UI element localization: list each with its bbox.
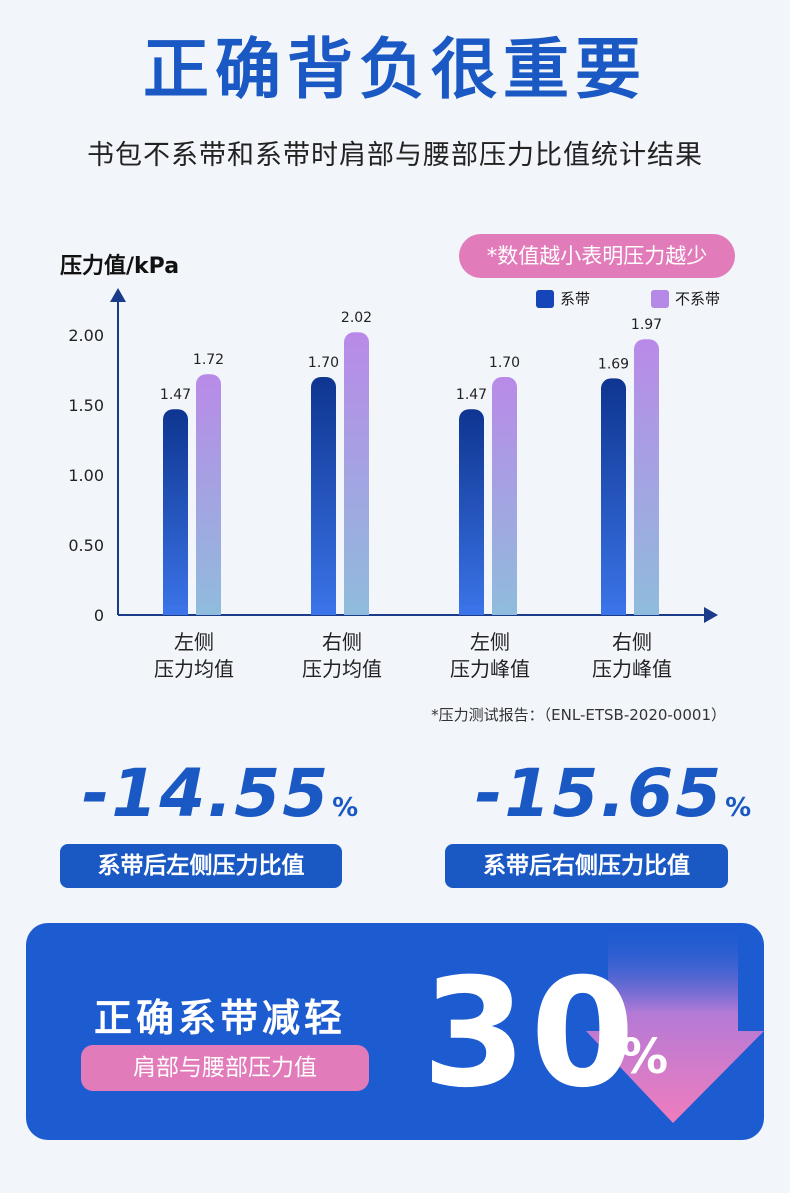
data-label: 1.47 bbox=[160, 387, 191, 403]
y-tick-label: 0.50 bbox=[68, 536, 104, 555]
x-axis-arrow bbox=[704, 607, 718, 623]
bar-base bbox=[311, 605, 336, 615]
legend-item-tied: 系带 bbox=[536, 288, 590, 309]
bar-base bbox=[196, 605, 221, 615]
bar-tied bbox=[311, 377, 336, 615]
banner-pill: 肩部与腰部压力值 bbox=[81, 1045, 369, 1091]
y-tick-label: 2.00 bbox=[68, 326, 104, 345]
bar-base bbox=[459, 605, 484, 615]
y-axis-arrow bbox=[110, 288, 126, 302]
x-tick-label: 压力峰值 bbox=[450, 657, 530, 681]
bar-untied bbox=[344, 332, 369, 615]
report-note: *压力测试报告：（ENL-ETSB-2020-0001） bbox=[431, 706, 726, 724]
bar-tied bbox=[163, 409, 188, 615]
legend-swatch bbox=[536, 289, 554, 308]
bar-tied bbox=[601, 378, 626, 615]
summary-banner: 正确系带减轻 肩部与腰部压力值 30 % bbox=[26, 923, 764, 1140]
bar-untied bbox=[492, 377, 517, 615]
x-tick-label: 压力峰值 bbox=[592, 657, 672, 681]
data-label: 1.70 bbox=[308, 355, 339, 371]
data-label: 1.47 bbox=[456, 387, 487, 403]
legend-label: 系带 bbox=[560, 290, 591, 308]
down-arrow-icon bbox=[586, 923, 764, 1123]
banner-unit: % bbox=[620, 1029, 669, 1085]
legend-item-untied: 不系带 bbox=[651, 288, 720, 309]
data-label: 1.69 bbox=[598, 356, 629, 372]
bar-base bbox=[601, 605, 626, 615]
stat-left-unit: % bbox=[332, 793, 361, 823]
stat-right: -15.65% bbox=[475, 755, 753, 832]
data-label: 1.72 bbox=[193, 352, 224, 368]
x-tick-label: 右侧 bbox=[322, 630, 362, 654]
bar-untied bbox=[196, 374, 221, 615]
y-tick-label: 0 bbox=[94, 606, 104, 625]
x-tick-label: 右侧 bbox=[612, 630, 652, 654]
y-tick-label: 1.00 bbox=[68, 466, 104, 485]
bar-base bbox=[492, 605, 517, 615]
banner-headline: 正确系带减轻 bbox=[94, 996, 347, 1040]
data-label: 2.02 bbox=[341, 310, 372, 326]
stat-right-label: 系带后右侧压力比值 bbox=[445, 844, 728, 888]
bar-tied bbox=[459, 409, 484, 615]
pressure-bar-chart: 压力值/kPa 00.501.001.502.00 1.471.701.471.… bbox=[60, 253, 718, 681]
x-tick-label: 左侧 bbox=[174, 630, 214, 654]
x-tick-label: 左侧 bbox=[470, 630, 510, 654]
x-tick-label: 压力均值 bbox=[154, 657, 234, 681]
bar-base bbox=[163, 605, 188, 615]
stat-left-value: -14.55 bbox=[82, 755, 331, 832]
legend: 系带 不系带 bbox=[536, 288, 766, 308]
y-axis-label: 压力值/kPa bbox=[60, 253, 179, 279]
page-title: 正确背负很重要 bbox=[143, 31, 647, 108]
stat-right-unit: % bbox=[725, 793, 754, 823]
data-label: 1.97 bbox=[631, 317, 662, 333]
bar-base bbox=[634, 605, 659, 615]
y-tick-label: 1.50 bbox=[68, 396, 104, 415]
banner-number: 30 bbox=[422, 947, 639, 1121]
page-subtitle: 书包不系带和系带时肩部与腰部压力比值统计结果 bbox=[87, 140, 703, 171]
stat-left-label: 系带后左侧压力比值 bbox=[60, 844, 342, 888]
x-tick-label: 压力均值 bbox=[302, 657, 382, 681]
legend-swatch bbox=[651, 289, 669, 308]
bar-base bbox=[344, 605, 369, 615]
note-pill: *数值越小表明压力越少 bbox=[459, 234, 735, 278]
bar-untied bbox=[634, 339, 659, 615]
legend-label: 不系带 bbox=[675, 290, 721, 308]
stat-right-value: -15.65 bbox=[475, 755, 724, 832]
stat-left: -14.55% bbox=[82, 755, 360, 832]
data-label: 1.70 bbox=[489, 355, 520, 371]
